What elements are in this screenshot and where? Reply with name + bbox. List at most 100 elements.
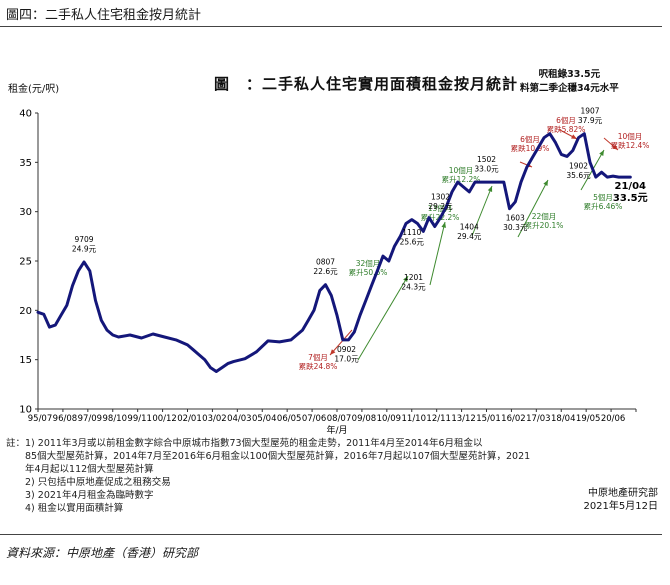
movement-period-label: 5個月 [593,192,613,202]
x-tick-label: 95/07 [28,414,53,424]
point-label-date: 1902 [569,161,588,170]
trend-arrow-head [543,180,548,186]
movement-change-label: 累跌5.82% [547,124,586,134]
y-tick-label: 15 [19,355,32,366]
trend-arrow-head [571,134,577,139]
movement-period-label: 10個月 [449,165,474,175]
footnote-line: 4) 租金以實用面積計算 [6,503,124,514]
footnote-line: 85個大型屋苑計算，2014年7月至2016年6月租金以100個大型屋苑計算，2… [6,451,531,462]
x-tick-label: 03/02 [202,414,227,424]
x-tick-label: 09/08 [352,414,377,424]
x-tick-label: 97/09 [78,414,103,424]
point-label-value: 22.6元 [313,267,338,276]
x-tick-label: 20/06 [601,414,626,424]
movement-period-label: 13個月 [428,203,453,213]
trend-arrow-shaft [357,275,409,361]
y-tick-label: 30 [19,207,32,218]
footnote-line: 3) 2021年4月租金為臨時數字 [6,490,154,501]
y-tick-label: 35 [19,158,32,169]
y-axis-label: 租金(元/呎) [8,84,60,95]
credit: 中原地產研究部 2021年5月12日 [548,487,658,513]
trend-arrow-head [330,349,336,355]
point-label-value: 33.0元 [474,165,499,174]
trend-arrow-head [441,222,446,228]
bottom-rule [0,534,662,535]
trend-arrow-shaft [329,329,353,356]
x-tick-label: 11/10 [402,414,427,424]
source-note: 資料來源：中原地產（香港）研究部 [6,546,199,560]
movement-period-label: 22個月 [532,211,557,221]
point-label-value: 30.3元 [503,223,528,232]
point-label-date: 0807 [316,258,335,267]
point-label-date: 1907 [580,107,599,116]
credit-org: 中原地產研究部 [588,488,658,499]
point-label-value: 24.3元 [401,282,426,291]
x-tick-label: 12/11 [426,414,451,424]
movement-period-label: 32個月 [356,258,381,268]
x-tick-label: 99/11 [127,414,152,424]
x-tick-label: 98/10 [103,414,128,424]
movement-change-label: 累升20.1% [525,221,564,230]
point-label-value: 24.9元 [72,244,97,253]
trend-arrow-head [612,144,618,150]
y-tick-label: 10 [19,405,32,416]
x-tick-label: 16/02 [501,414,526,424]
y-tick-label: 25 [19,257,32,268]
movement-period-label: 7個月 [308,352,328,362]
point-label-date: 21/04 [615,181,647,192]
footnote-line: 註：1) 2011年3月或以前租金數字綜合中原城市指數73個大型屋苑的租金走勢，… [6,438,483,449]
rent-series-line [36,132,632,373]
point-label-value: 33.5元 [613,192,648,204]
movement-period-label: 10個月 [618,131,643,141]
x-tick-label: 15/01 [476,414,501,424]
y-tick-label: 40 [19,109,32,120]
trend-arrow-shaft [471,185,493,237]
footnotes: 註：1) 2011年3月或以前租金數字綜合中原城市指數73個大型屋苑的租金走勢，… [6,437,530,515]
movement-change-label: 累跌24.8% [299,361,338,371]
chart-title: 圖 ：二手私人住宅實用面積租金按月統計 [214,75,519,93]
movement-change-label: 累升12.2% [442,175,481,184]
x-tick-label: 06/05 [277,414,302,424]
point-label-date: 9709 [74,235,93,244]
point-label-date: 1404 [460,223,479,232]
point-label-value: 25.6元 [400,238,425,247]
top-rule [0,26,662,27]
point-label-date: 1110 [402,228,421,237]
x-tick-label: 00/12 [152,414,177,424]
x-tick-label: 17/03 [526,414,551,424]
x-axis-label: 年/月 [326,424,347,436]
x-tick-label: 18/04 [551,414,576,424]
trend-arrow-head [487,186,493,192]
corner-note-line-1: 呎租錄33.5元 [538,69,601,80]
trend-arrows: 7個月累跌24.8%32個月累升50.6%13個月累升22.2%10個月累升12… [299,115,650,371]
y-tick-label: 20 [19,306,32,317]
point-label-date: 1302 [431,193,450,202]
x-tick-label: 08/07 [327,414,352,424]
movement-change-label: 累升50.6% [349,268,388,277]
point-label-date: 1502 [477,155,496,164]
point-label-date: 1603 [506,214,525,223]
point-label-value: 29.2元 [428,202,453,211]
trend-arrow-head [599,150,604,156]
footnote-line: 2) 只包括中原地產促成之租務交易 [6,477,171,488]
point-label-date: 0902 [337,345,356,354]
trend-arrow-shaft [429,221,446,286]
x-tick-label: 04/03 [227,414,252,424]
movement-period-label: 6個月 [556,115,576,125]
trend-arrow-shaft [517,179,549,238]
movement-period-label: 6個月 [520,134,540,144]
footnote-line: 年4月起以112個大型屋苑計算 [6,464,154,475]
x-tick-label: 05/04 [252,414,277,424]
corner-note: 呎租錄33.5元 料第二季企穩34元水平 [520,68,619,96]
point-label-value: 35.6元 [566,171,591,180]
movement-change-label: 累升6.46% [584,202,623,211]
x-tick-label: 10/09 [377,414,402,424]
x-tick-label: 07/06 [302,414,327,424]
trend-arrow-head [403,276,408,282]
series-layer [36,132,632,373]
credit-date: 2021年5月12日 [583,501,658,512]
movement-change-label: 累跌12.4% [611,140,650,150]
